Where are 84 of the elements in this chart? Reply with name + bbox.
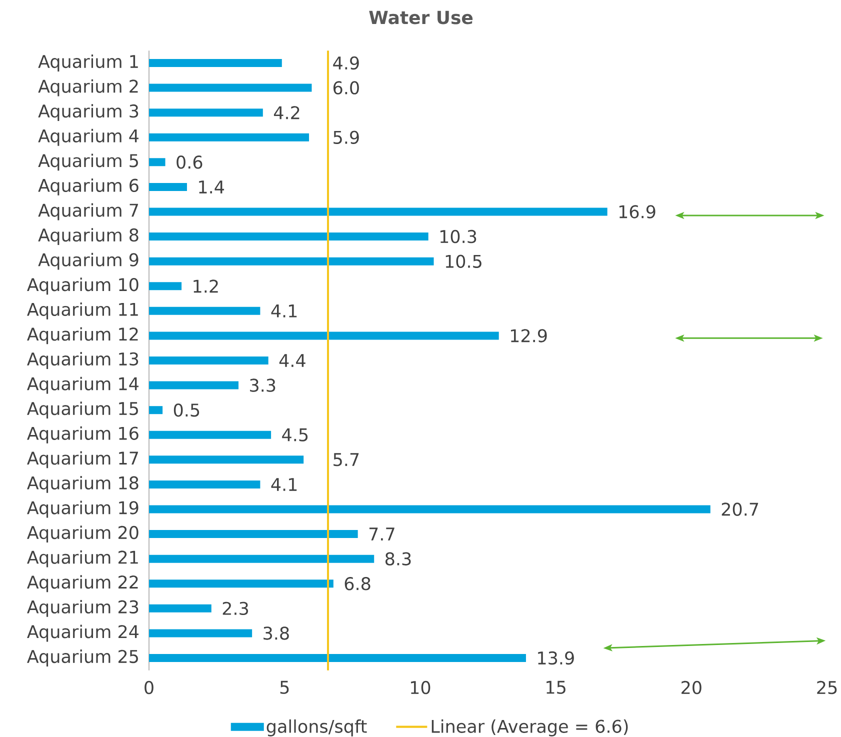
y-tick-label: Aquarium 17 [27, 451, 138, 468]
chart-title: Water Use [369, 10, 473, 24]
bar [149, 406, 163, 414]
bar [149, 306, 260, 315]
bar [149, 257, 434, 266]
data-label: 4.5 [282, 428, 308, 442]
data-label: 0.6 [176, 156, 202, 169]
y-tick-label: Aquarium 16 [27, 426, 138, 444]
y-tick-label: Aquarium 24 [27, 624, 139, 642]
bar [149, 456, 304, 464]
bar [149, 58, 282, 67]
bar [149, 530, 358, 538]
x-tick-label: 25 [817, 680, 837, 694]
y-tick-label: Aquarium 19 [27, 500, 138, 518]
bar [149, 282, 182, 290]
bar [149, 208, 608, 216]
data-label: 3.3 [250, 378, 276, 392]
bar [149, 554, 374, 563]
data-label: 20.7 [722, 502, 758, 516]
data-label: 12.9 [510, 329, 547, 342]
y-tick-label: Aquarium 8 [38, 228, 138, 246]
bar [149, 232, 428, 241]
bar [149, 629, 252, 638]
data-label: 4.9 [333, 56, 359, 70]
data-label: 6.0 [333, 81, 359, 94]
bar [149, 108, 263, 117]
y-tick-label: Aquarium 20 [27, 526, 138, 543]
y-tick-label: Aquarium 6 [38, 178, 138, 196]
y-tick-label: Aquarium 5 [38, 154, 138, 171]
y-tick-label: Aquarium 13 [27, 352, 138, 369]
y-tick-label: Aquarium 11 [27, 302, 138, 320]
data-label: 4.1 [271, 304, 297, 318]
legend-label: Linear (Average = 6.6) [432, 719, 628, 736]
bar [149, 381, 238, 390]
y-tick-label: Aquarium 12 [27, 327, 138, 344]
data-label: 0.5 [174, 403, 200, 417]
y-tick-label: Aquarium 21 [27, 550, 138, 568]
bar [149, 505, 710, 514]
x-tick-label: 20 [682, 680, 702, 694]
y-tick-label: Aquarium 18 [27, 476, 138, 493]
data-label: 5.9 [334, 130, 359, 144]
y-tick-label: Aquarium 1 [38, 54, 138, 72]
y-tick-label: Aquarium 23 [27, 600, 138, 617]
y-tick-label: Aquarium 15 [27, 402, 138, 419]
data-label: 6.8 [344, 577, 370, 590]
y-tick-label: Aquarium 3 [38, 104, 138, 122]
data-label: 1.4 [199, 180, 224, 194]
bar [149, 480, 260, 488]
bar [149, 580, 334, 588]
data-label: 13.9 [538, 651, 574, 665]
data-label: 16.9 [619, 205, 656, 218]
bar [149, 133, 310, 142]
data-label: 4.4 [279, 354, 306, 367]
bar [149, 84, 312, 92]
y-tick-label: Aquarium 22 [27, 575, 138, 592]
data-label: 1.2 [194, 280, 218, 293]
x-tick-label: 5 [280, 680, 289, 694]
bar [149, 430, 272, 439]
legend-label: gallons/sqft [266, 719, 367, 736]
data-label: 4.2 [274, 106, 300, 120]
data-label: 7.7 [369, 528, 394, 540]
bar [149, 182, 187, 191]
y-tick-label: Aquarium 9 [38, 252, 138, 270]
y-tick-label: Aquarium 4 [38, 128, 139, 146]
data-label: 10.3 [440, 230, 476, 244]
y-tick-label: Aquarium 10 [27, 278, 138, 295]
bar [149, 604, 212, 612]
y-tick-label: Aquarium 25 [27, 650, 138, 666]
data-label: 3.8 [264, 626, 289, 640]
bar [149, 332, 499, 340]
bar [149, 356, 268, 365]
x-tick-label: 10 [410, 680, 430, 694]
y-tick-label: Aquarium 2 [38, 79, 138, 96]
data-label: 2.3 [222, 602, 248, 616]
x-tick-label: 15 [546, 680, 566, 694]
y-tick-label: Aquarium 14 [27, 376, 139, 394]
data-label: 4.1 [271, 478, 297, 491]
data-label: 8.3 [385, 552, 411, 566]
data-label: 5.7 [334, 453, 359, 466]
data-label: 10.5 [446, 254, 482, 268]
y-tick-label: Aquarium 7 [38, 203, 138, 220]
bar [149, 654, 526, 662]
x-tick-label: 0 [144, 680, 154, 694]
bar [149, 158, 166, 166]
